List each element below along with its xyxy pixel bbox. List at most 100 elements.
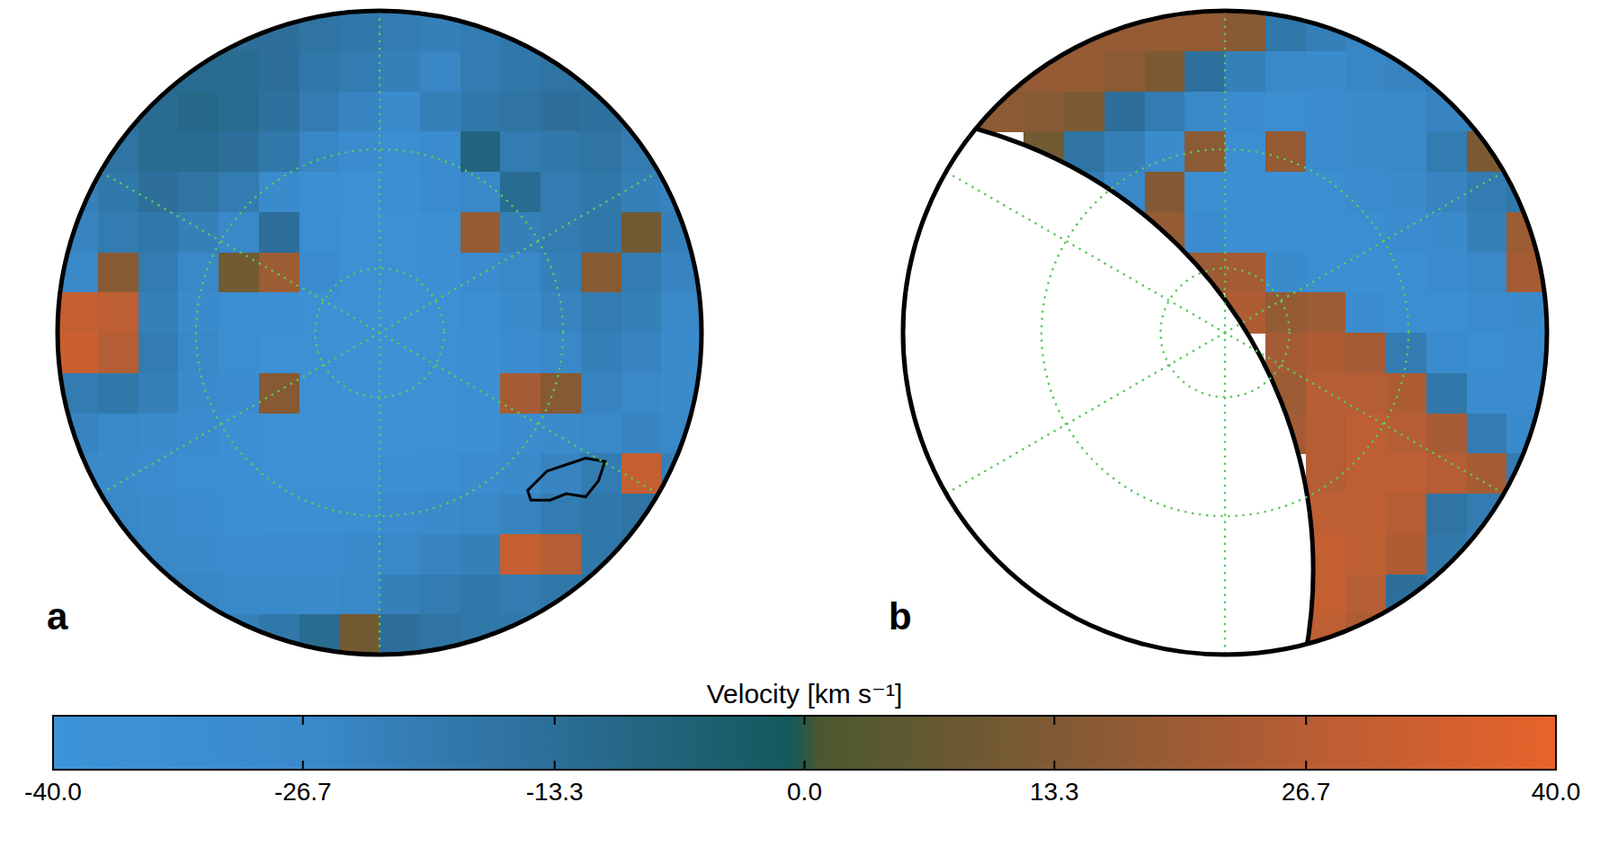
figure: abVelocity [km s⁻¹]-40.0-26.7-13.30.013.… [0, 0, 1600, 856]
velocity-cell [1345, 171, 1386, 213]
velocity-cell [299, 51, 340, 92]
velocity-cell [621, 373, 662, 414]
velocity-cell [1466, 10, 1508, 52]
velocity-cell [339, 91, 380, 133]
velocity-cell [1063, 51, 1105, 92]
velocity-cell [661, 534, 702, 575]
velocity-cell [299, 534, 340, 575]
velocity-cell [98, 51, 139, 92]
velocity-cell [420, 373, 461, 414]
velocity-cell [420, 574, 461, 616]
velocity-cell [1265, 171, 1306, 213]
velocity-cell [259, 212, 300, 253]
velocity-cell [339, 574, 380, 616]
velocity-cell [178, 534, 219, 575]
velocity-cell [299, 212, 340, 253]
velocity-cell [460, 91, 501, 133]
velocity-cell [218, 332, 260, 374]
velocity-cell [339, 332, 380, 374]
velocity-cell [1385, 413, 1427, 455]
velocity-cell [1224, 10, 1266, 52]
velocity-cell [460, 453, 501, 494]
velocity-cell [420, 171, 461, 213]
velocity-cell [1265, 212, 1306, 253]
velocity-cell [339, 413, 380, 455]
colorbar [53, 715, 1556, 770]
velocity-cell [1305, 252, 1347, 294]
velocity-cell [178, 292, 219, 333]
velocity-cell [1224, 91, 1266, 133]
velocity-cell [420, 131, 461, 172]
velocity-cell [178, 373, 219, 414]
velocity-cell [138, 252, 179, 294]
velocity-cell [259, 51, 300, 92]
velocity-cell [1265, 131, 1306, 172]
velocity-cell [259, 131, 300, 172]
velocity-cell [661, 91, 702, 133]
velocity-cell [902, 91, 944, 133]
velocity-cell [540, 453, 582, 494]
grid-line [1224, 171, 1504, 333]
velocity-cell [379, 10, 421, 52]
velocity-cell [178, 212, 219, 253]
disk-outline [57, 10, 702, 655]
velocity-cell [1184, 91, 1225, 133]
velocity-cell [98, 574, 139, 616]
velocity-cell [420, 91, 461, 133]
velocity-cell [902, 51, 944, 92]
velocity-cell [1466, 413, 1508, 455]
velocity-cell [218, 453, 260, 494]
velocity-cell [1466, 51, 1508, 92]
velocity-cell [1506, 131, 1547, 172]
velocity-cell [1466, 171, 1508, 213]
velocity-cell [1466, 574, 1508, 616]
velocity-cell [420, 51, 461, 92]
velocity-cell [379, 332, 421, 374]
velocity-cell [138, 614, 179, 655]
velocity-cell [259, 91, 300, 133]
velocity-cell [299, 574, 340, 616]
velocity-cell [138, 212, 179, 253]
velocity-cell [1265, 51, 1306, 92]
velocity-cell [500, 332, 541, 374]
velocity-cell [1345, 413, 1386, 455]
velocity-cell [1144, 91, 1186, 133]
colorbar-tick-label: -13.3 [526, 777, 584, 806]
velocity-cell [178, 614, 219, 655]
velocity-cell [138, 292, 179, 333]
velocity-cell [1426, 332, 1467, 374]
velocity-cell [178, 493, 219, 535]
velocity-cell [218, 91, 260, 133]
velocity-cell [621, 171, 662, 213]
velocity-cell [1466, 614, 1508, 655]
velocity-cell [1506, 292, 1547, 333]
velocity-cell [1385, 373, 1427, 414]
velocity-cell [581, 212, 622, 253]
velocity-cell [540, 373, 582, 414]
velocity-cell [661, 332, 702, 374]
velocity-cell [1385, 10, 1427, 52]
velocity-cell [1426, 212, 1467, 253]
velocity-cell [420, 212, 461, 253]
velocity-cell [57, 131, 99, 172]
velocity-map [57, 10, 703, 656]
velocity-cell [1305, 332, 1347, 374]
colorbar-tick-label: -40.0 [24, 777, 82, 806]
velocity-cell [339, 373, 380, 414]
velocity-cell [1385, 493, 1427, 535]
velocity-cell [178, 171, 219, 213]
velocity-cell [1184, 171, 1225, 213]
velocity-cell [218, 413, 260, 455]
velocity-cell [259, 292, 300, 333]
velocity-cell [1305, 292, 1347, 333]
grid-line [378, 10, 382, 333]
velocity-cell [379, 51, 421, 92]
velocity-cell [1345, 332, 1386, 374]
velocity-cell [1426, 292, 1467, 333]
velocity-cell [500, 51, 541, 92]
velocity-cell [57, 534, 99, 575]
velocity-cell [218, 373, 260, 414]
velocity-cell [98, 292, 139, 333]
velocity-cell [1385, 453, 1427, 494]
velocity-cell [1506, 10, 1547, 52]
